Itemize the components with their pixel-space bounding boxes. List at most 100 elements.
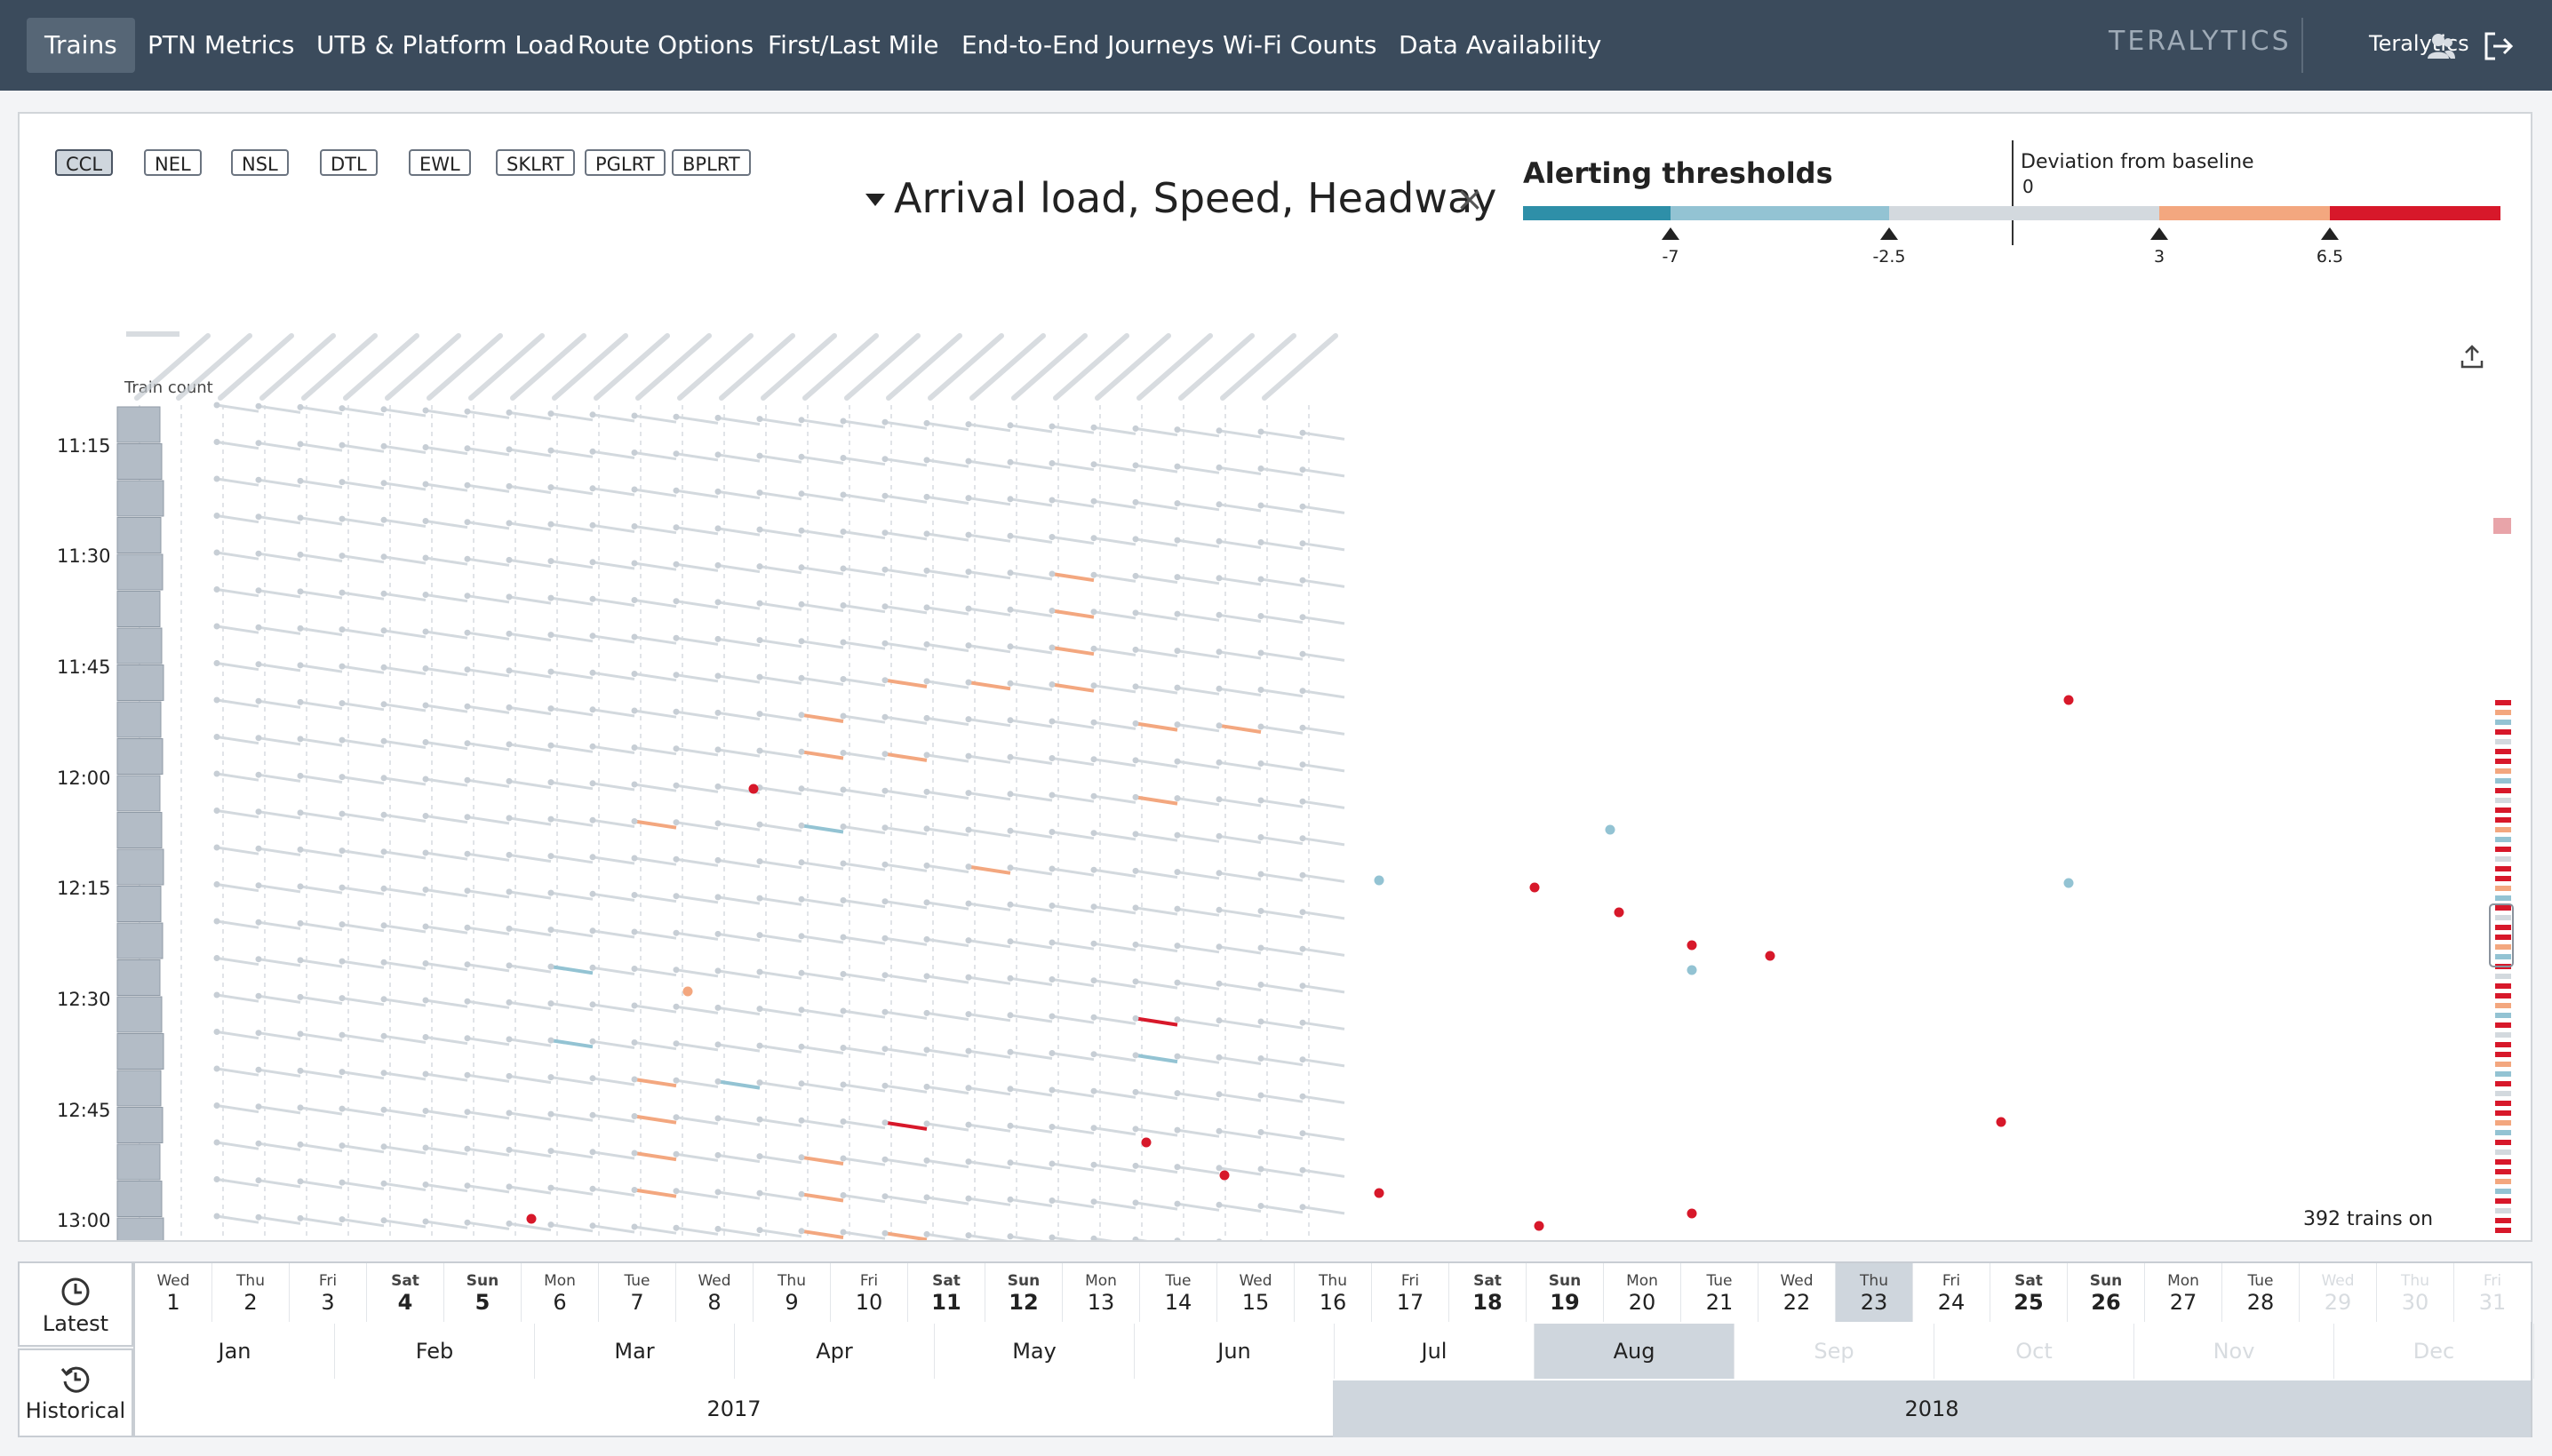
day-25[interactable]: Sat 25 (1990, 1263, 2068, 1322)
month-apr[interactable]: Apr (735, 1324, 935, 1379)
train-run-segment (216, 883, 259, 893)
line-button-ewl[interactable]: EWL (409, 149, 471, 176)
day-21[interactable]: Tue 21 (1681, 1263, 1758, 1322)
day-22[interactable]: Wed 22 (1758, 1263, 1836, 1322)
day-12[interactable]: Sun 12 (985, 1263, 1063, 1322)
day-1[interactable]: Wed 1 (135, 1263, 212, 1322)
tab-data-availability[interactable]: Data Availability (1399, 30, 1602, 60)
day-17[interactable]: Fri 17 (1372, 1263, 1449, 1322)
day-7[interactable]: Tue 7 (599, 1263, 676, 1322)
tab-ptn-metrics[interactable]: PTN Metrics (148, 30, 295, 60)
line-button-sklrt[interactable]: SKLRT (496, 149, 575, 176)
station-stop-dot (1216, 575, 1223, 582)
train-run-segment (1093, 868, 1136, 878)
day-15[interactable]: Wed 15 (1217, 1263, 1295, 1322)
train-run-segment (675, 452, 719, 462)
train-schedule-graph[interactable] (20, 114, 2531, 1240)
train-run-segment (592, 782, 635, 792)
month-mar[interactable]: Mar (535, 1324, 735, 1379)
station-stop-dot (714, 561, 722, 569)
station-stop-dot (589, 595, 596, 602)
month-jul[interactable]: Jul (1335, 1324, 1535, 1379)
year-2017[interactable]: 2017 (706, 1396, 762, 1421)
day-9[interactable]: Thu 9 (754, 1263, 831, 1322)
day-8[interactable]: Wed 8 (676, 1263, 754, 1322)
threshold-handle-4[interactable] (2321, 227, 2339, 240)
close-layer-icon[interactable]: × (1455, 179, 1484, 219)
station-stop-dot (798, 1117, 805, 1124)
latest-button[interactable]: Latest (18, 1261, 133, 1347)
logout-icon[interactable] (2483, 30, 2515, 62)
station-stop-dot (673, 450, 680, 457)
train-run-segment (1218, 687, 1262, 696)
train-run-segment (299, 774, 343, 784)
day-11[interactable]: Sat 11 (908, 1263, 985, 1322)
train-run-segment (926, 790, 969, 800)
day-number-label: 28 (2246, 1290, 2275, 1315)
day-5[interactable]: Sun 5 (444, 1263, 522, 1322)
day-24[interactable]: Fri 24 (1913, 1263, 1990, 1322)
day-3[interactable]: Fri 3 (290, 1263, 367, 1322)
train-run-segment (1260, 946, 1304, 956)
threshold-handle-1[interactable] (1662, 227, 1679, 240)
layer-selector[interactable]: Arrival load, Speed, Headway (894, 174, 1497, 222)
train-run-segment (1302, 689, 1345, 699)
station-stop-dot (631, 450, 638, 456)
train-run-segment (675, 968, 719, 978)
train-run-segment (1051, 682, 1095, 693)
day-26[interactable]: Sun 26 (2068, 1263, 2145, 1322)
user-icon[interactable] (2426, 30, 2456, 60)
day-23[interactable]: Thu 23 (1836, 1263, 1913, 1322)
layer-dropdown-caret-icon[interactable] (865, 194, 885, 206)
export-icon[interactable] (2458, 343, 2486, 371)
tab-utb-platform-load[interactable]: UTB & Platform Load (316, 30, 575, 60)
threshold-handle-3[interactable] (2150, 227, 2168, 240)
line-button-dtl[interactable]: DTL (320, 149, 378, 176)
station-stop-dot (1132, 572, 1139, 579)
train-count-bar (116, 1033, 164, 1070)
day-19[interactable]: Sun 19 (1527, 1263, 1604, 1322)
month-feb[interactable]: Feb (335, 1324, 535, 1379)
line-button-nel[interactable]: NEL (144, 149, 202, 176)
train-run-segment (592, 671, 635, 680)
line-button-ccl[interactable]: CCL (55, 149, 114, 176)
day-18[interactable]: Sat 18 (1449, 1263, 1527, 1322)
month-jan[interactable]: Jan (135, 1324, 335, 1379)
train-run-segment (801, 566, 844, 576)
day-28[interactable]: Tue 28 (2222, 1263, 2300, 1322)
alert-dot (748, 784, 759, 794)
month-may[interactable]: May (935, 1324, 1135, 1379)
day-14[interactable]: Tue 14 (1140, 1263, 1217, 1322)
train-run-segment (801, 418, 844, 428)
station-stop-dot (464, 1145, 471, 1152)
day-16[interactable]: Thu 16 (1295, 1263, 1372, 1322)
line-button-nsl[interactable]: NSL (231, 149, 289, 176)
month-jun[interactable]: Jun (1135, 1324, 1335, 1379)
station-stop-dot (1216, 501, 1223, 508)
train-run-segment (801, 1008, 844, 1018)
station-stop-dot (422, 1218, 429, 1225)
day-27[interactable]: Mon 27 (2145, 1263, 2222, 1322)
year-2018[interactable]: 2018 (1333, 1380, 2531, 1437)
day-10[interactable]: Fri 10 (831, 1263, 908, 1322)
train-run-segment (550, 449, 594, 458)
day-4[interactable]: Sat 4 (367, 1263, 444, 1322)
historical-button[interactable]: Historical (18, 1349, 133, 1437)
tab-route-options[interactable]: Route Options (578, 30, 754, 60)
tab-wifi-counts[interactable]: Wi-Fi Counts (1223, 30, 1377, 60)
day-13[interactable]: Mon 13 (1063, 1263, 1140, 1322)
day-2[interactable]: Thu 2 (212, 1263, 290, 1322)
station-stop-dot (756, 1116, 763, 1123)
threshold-handle-2[interactable] (1880, 227, 1898, 240)
day-6[interactable]: Mon 6 (522, 1263, 599, 1322)
station-stop-dot (881, 898, 889, 905)
line-button-pglrt[interactable]: PGLRT (585, 149, 666, 176)
day-20[interactable]: Mon 20 (1604, 1263, 1681, 1322)
station-stop-dot (965, 605, 972, 612)
tab-first-last-mile[interactable]: First/Last Mile (768, 30, 939, 60)
month-aug[interactable]: Aug (1535, 1324, 1735, 1379)
station-stop-dot (297, 883, 304, 890)
line-button-bplrt[interactable]: BPLRT (672, 149, 751, 176)
tab-end-to-end-journeys[interactable]: End-to-End Journeys (961, 30, 1215, 60)
tab-trains[interactable]: Trains (27, 18, 135, 73)
